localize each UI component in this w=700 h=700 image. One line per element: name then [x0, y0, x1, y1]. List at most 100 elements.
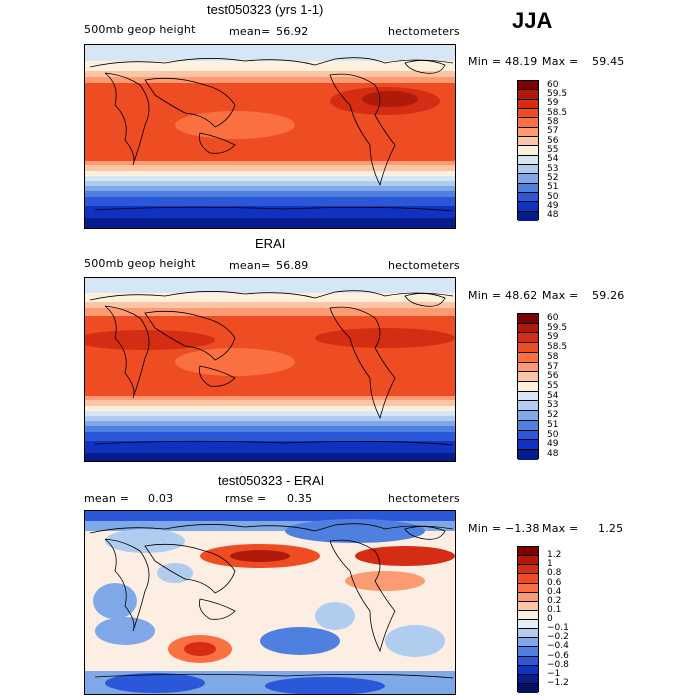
- colorbar-segment: [518, 601, 538, 611]
- colorbar-segment: [518, 610, 538, 620]
- colorbar-tick-label: −1: [547, 668, 561, 679]
- colorbar-tick-label: 60: [547, 312, 559, 323]
- panel2-band: [85, 421, 455, 427]
- colorbar-segment: [518, 565, 538, 575]
- colorbar-tick-label: 57: [547, 126, 559, 137]
- panel2-mean-value: 56.89: [276, 259, 309, 272]
- colorbar-segment: [518, 665, 538, 675]
- panel3-rmse-value: 0.35: [287, 492, 313, 505]
- colorbar-segment: [518, 362, 538, 373]
- panel2-band: [85, 432, 455, 442]
- colorbar-segment: [518, 674, 538, 684]
- panel1-band: [85, 206, 455, 218]
- colorbar-tick-label: −1.2: [547, 677, 569, 688]
- panel1-units: hectometers: [388, 25, 460, 38]
- colorbar-segment: [518, 638, 538, 648]
- panel1-map: [84, 44, 456, 229]
- colorbar-segment: [518, 146, 538, 156]
- colorbar-tick-label: 57: [547, 361, 559, 372]
- panel1-band: [85, 181, 455, 187]
- panel2-colorbar: [517, 313, 539, 460]
- panel1-variable-label: 500mb geop height: [84, 23, 196, 36]
- colorbar-segment: [518, 202, 538, 212]
- colorbar-segment: [518, 118, 538, 128]
- colorbar-tick-label: 53: [547, 163, 559, 174]
- panel2-map: [84, 277, 456, 462]
- colorbar-tick-label: 59.5: [547, 322, 568, 333]
- panel2-band: [85, 426, 455, 433]
- colorbar-segment: [518, 99, 538, 109]
- panel2-min-label: Min =: [468, 289, 502, 302]
- colorbar-tick-label: 55: [547, 381, 559, 391]
- panel1-max-label: Max =: [542, 55, 579, 68]
- colorbar-segment: [518, 108, 538, 119]
- panel2-high-pressure-area: [315, 328, 455, 348]
- colorbar-segment: [518, 647, 538, 657]
- panel1-coastlines: [89, 57, 454, 212]
- panel2-coastlines: [89, 290, 454, 446]
- panel2-variable-label: 500mb geop height: [84, 257, 196, 270]
- panel3-mean-value: 0.03: [148, 492, 174, 505]
- colorbar-tick-label: −0.2: [547, 632, 569, 643]
- panel2-tropical-band: [175, 348, 295, 376]
- colorbar-segment: [518, 333, 538, 344]
- colorbar-segment: [518, 411, 538, 421]
- panel3-negative-anomaly: [265, 677, 385, 694]
- colorbar-segment: [518, 620, 538, 630]
- colorbar-segment: [518, 547, 538, 557]
- colorbar-segment: [518, 556, 538, 566]
- panel3-units: hectometers: [388, 492, 460, 505]
- panel2-band: [85, 416, 455, 422]
- colorbar-segment: [518, 629, 538, 639]
- colorbar-segment: [518, 382, 538, 392]
- colorbar-segment: [518, 314, 538, 324]
- colorbar-segment: [518, 211, 538, 221]
- colorbar-segment: [518, 683, 538, 693]
- panel3-positive-anomaly: [345, 571, 425, 591]
- panel3-mean-label: mean =: [84, 492, 130, 505]
- panel1-high-pressure-core: [362, 91, 418, 107]
- panel2-band: [85, 396, 455, 402]
- panel3-negative-anomaly: [385, 625, 445, 657]
- colorbar-tick-label: −0.6: [547, 650, 569, 661]
- panel1-band: [85, 165, 455, 172]
- colorbar-tick-label: 51: [547, 419, 559, 430]
- colorbar-tick-label: 0.6: [547, 577, 562, 588]
- colorbar-tick-label: 1.2: [547, 550, 562, 561]
- panel3-negative-anomaly: [105, 529, 185, 553]
- panel3-max-label: Max =: [542, 522, 579, 535]
- panel2-band: [85, 441, 455, 453]
- panel3-negative-anomaly: [315, 602, 355, 630]
- colorbar-tick-label: 53: [547, 400, 559, 411]
- colorbar-segment: [518, 127, 538, 137]
- panel1-colorbar: [517, 80, 539, 221]
- panel3-map: [84, 510, 456, 695]
- panel1-max-value: 59.45: [592, 55, 625, 68]
- colorbar-segment: [518, 81, 538, 91]
- panel1-band: [85, 197, 455, 207]
- panel3-positive-anomaly: [184, 642, 216, 656]
- panel3-coastlines: [89, 523, 454, 679]
- colorbar-tick-label: 58.5: [547, 342, 568, 353]
- colorbar-segment: [518, 592, 538, 602]
- colorbar-tick-label: 59.5: [547, 89, 568, 99]
- colorbar-tick-label: 60: [547, 79, 559, 90]
- colorbar-segment: [518, 352, 538, 363]
- colorbar-tick-label: 54: [547, 154, 559, 165]
- panel3-colorbar: [517, 546, 539, 693]
- colorbar-segment: [518, 183, 538, 193]
- colorbar-segment: [518, 155, 538, 165]
- colorbar-tick-label: −0.1: [547, 623, 569, 634]
- panel1-band: [85, 77, 455, 87]
- panel2-band: [85, 302, 455, 312]
- panel1-tropical-band: [175, 111, 295, 139]
- colorbar-tick-label: 50: [547, 429, 559, 440]
- panel3-negative-anomaly: [105, 673, 205, 693]
- panel1-title: test050323 (yrs 1-1): [207, 2, 324, 17]
- panel1-band: [85, 171, 455, 177]
- panel2-max-label: Max =: [542, 289, 579, 302]
- colorbar-segment: [518, 391, 538, 402]
- panel3-title: test050323 - ERAI: [218, 473, 325, 488]
- panel2-units: hectometers: [388, 259, 460, 272]
- colorbar-segment: [518, 90, 538, 100]
